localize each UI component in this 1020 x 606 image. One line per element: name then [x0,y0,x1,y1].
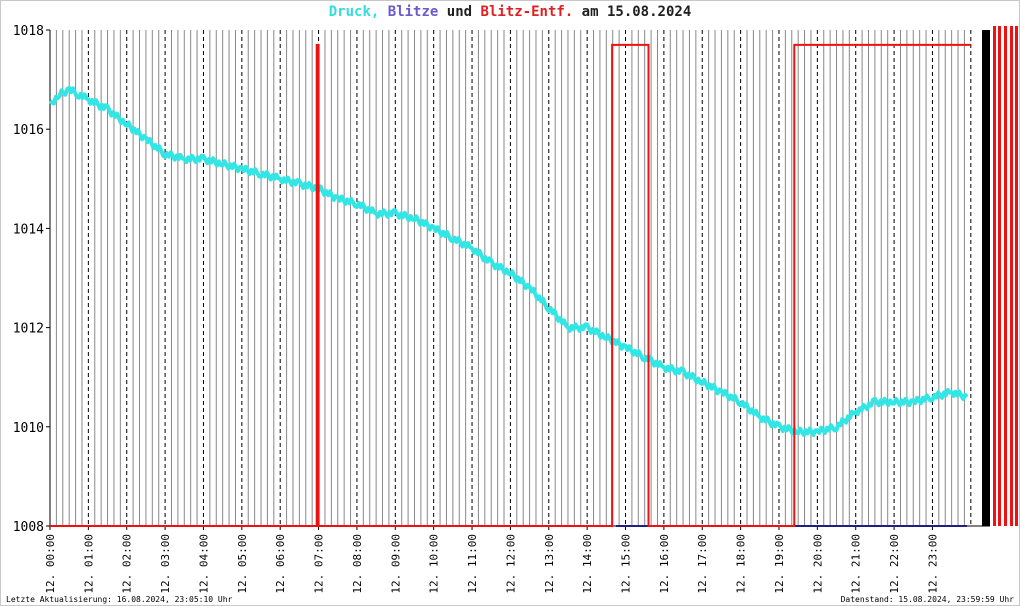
x-tick-label: 12. 13:00 [543,534,556,594]
x-tick-label: 12. 02:00 [121,534,134,594]
x-tick-label: 12. 08:00 [351,534,364,594]
x-tick-label: 12. 15:00 [620,534,633,594]
x-tick-label: 12. 09:00 [389,534,402,594]
chart-title: Druck, Blitze und Blitz-Entf. am 15.08.2… [0,4,1020,20]
footer-last-update: Letzte Aktualisierung: 16.08.2024, 23:05… [6,595,233,604]
title-blitze: Blitze [387,4,439,20]
y-tick-label: 1010 [13,421,44,436]
title-druck: Druck, [328,4,380,20]
x-tick-label: 12. 21:00 [850,534,863,594]
footer-data-status: Datenstand: 15.08.2024, 23:59:59 Uhr [840,595,1014,604]
right-black-bar [982,30,990,526]
right-red-bar [998,26,1001,526]
x-tick-label: 12. 11:00 [466,534,479,594]
x-tick-label: 12. 10:00 [428,534,441,594]
series-druck-line [48,85,969,437]
right-red-bar [1004,26,1007,526]
x-tick-label: 12. 17:00 [696,534,709,594]
x-tick-label: 12. 07:00 [313,534,326,594]
y-tick-label: 1016 [13,123,44,138]
series-blitz-entf-line [50,43,971,527]
title-und: und [446,4,473,20]
right-red-bar [993,26,996,526]
x-tick-label: 12. 06:00 [274,534,287,594]
x-tick-label: 12. 04:00 [197,534,210,594]
x-tick-label: 12. 14:00 [581,534,594,594]
x-tick-label: 12. 23:00 [926,534,939,594]
x-tick-label: 12. 00:00 [44,534,57,594]
x-tick-label: 12. 12:00 [504,534,517,594]
x-tick-label: 12. 22:00 [888,534,901,594]
x-tick-label: 12. 19:00 [773,534,786,594]
y-tick-label: 1012 [13,322,44,337]
x-tick-label: 12. 20:00 [811,534,824,594]
right-red-bar [1010,26,1013,526]
y-tick-label: 1014 [13,222,44,237]
y-tick-label: 1008 [13,520,44,535]
x-tick-label: 12. 16:00 [658,534,671,594]
right-red-bar [1015,26,1018,526]
y-tick-label: 1018 [13,24,44,39]
title-blitz-entf: Blitz-Entf. [480,4,574,20]
x-tick-label: 12. 05:00 [236,534,249,594]
title-date: am 15.08.2024 [581,4,692,20]
x-tick-label: 12. 18:00 [735,534,748,594]
x-tick-label: 12. 03:00 [159,534,172,594]
x-tick-label: 12. 01:00 [82,534,95,594]
